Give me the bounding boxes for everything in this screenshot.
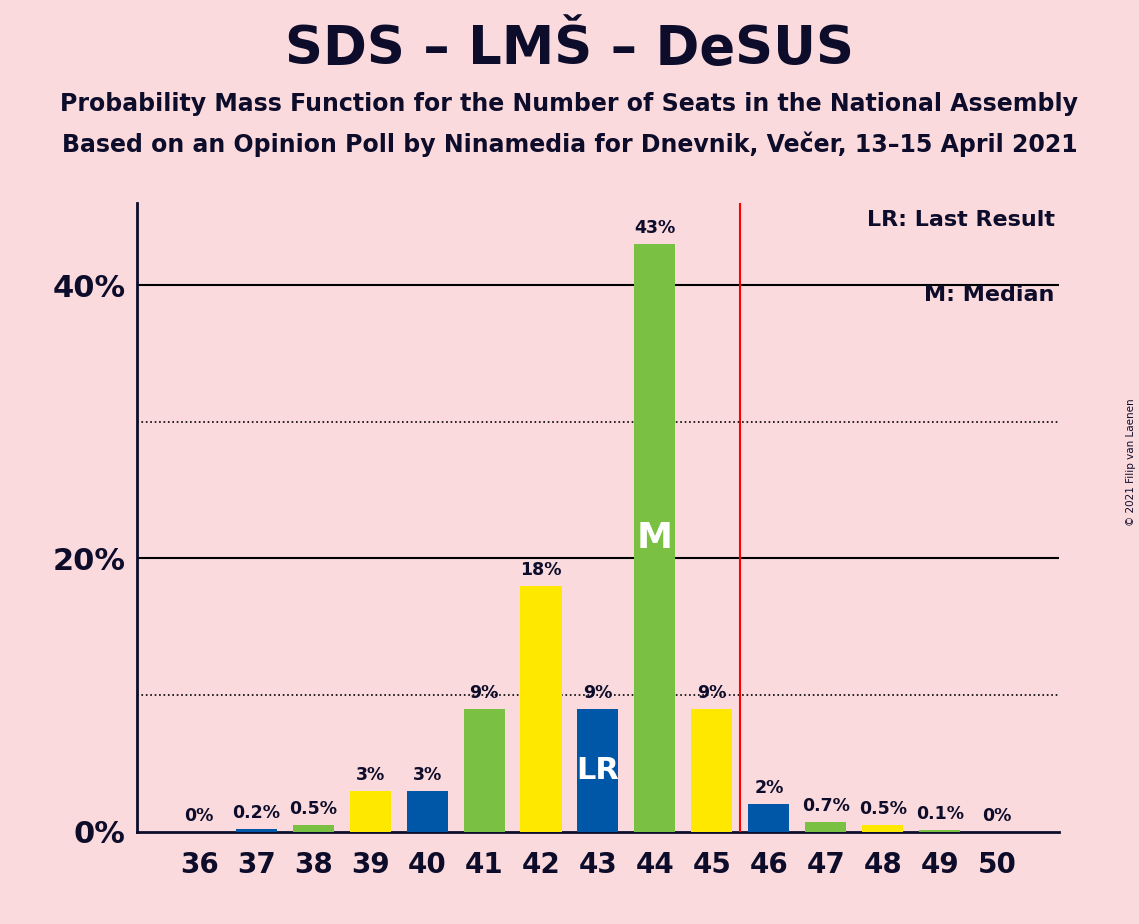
Text: Based on an Opinion Poll by Ninamedia for Dnevnik, Večer, 13–15 April 2021: Based on an Opinion Poll by Ninamedia fo… bbox=[62, 131, 1077, 157]
Text: M: M bbox=[637, 521, 673, 555]
Bar bbox=[236, 829, 277, 832]
Bar bbox=[293, 825, 334, 832]
Text: © 2021 Filip van Laenen: © 2021 Filip van Laenen bbox=[1125, 398, 1136, 526]
Bar bbox=[634, 244, 675, 832]
Text: 9%: 9% bbox=[469, 684, 499, 702]
Text: 3%: 3% bbox=[355, 766, 385, 784]
Text: 43%: 43% bbox=[634, 219, 675, 237]
Bar bbox=[919, 831, 960, 832]
Text: LR: LR bbox=[576, 756, 620, 784]
Bar bbox=[748, 804, 789, 832]
Text: 3%: 3% bbox=[412, 766, 442, 784]
Text: 0.7%: 0.7% bbox=[802, 797, 850, 815]
Text: Probability Mass Function for the Number of Seats in the National Assembly: Probability Mass Function for the Number… bbox=[60, 92, 1079, 116]
Bar bbox=[805, 822, 846, 832]
Text: 0.5%: 0.5% bbox=[289, 800, 337, 818]
Text: 9%: 9% bbox=[697, 684, 727, 702]
Text: 0.5%: 0.5% bbox=[859, 800, 907, 818]
Text: 2%: 2% bbox=[754, 780, 784, 797]
Bar bbox=[350, 791, 391, 832]
Text: M: Median: M: Median bbox=[924, 285, 1055, 305]
Text: LR: Last Result: LR: Last Result bbox=[867, 210, 1055, 229]
Bar bbox=[862, 825, 903, 832]
Bar bbox=[407, 791, 448, 832]
Text: 9%: 9% bbox=[583, 684, 613, 702]
Bar bbox=[464, 709, 505, 832]
Text: 0%: 0% bbox=[185, 807, 214, 825]
Text: 0.2%: 0.2% bbox=[232, 804, 280, 822]
Bar bbox=[691, 709, 732, 832]
Text: SDS – LMŠ – DeSUS: SDS – LMŠ – DeSUS bbox=[285, 23, 854, 75]
Bar bbox=[577, 709, 618, 832]
Bar bbox=[521, 586, 562, 832]
Text: 0.1%: 0.1% bbox=[916, 806, 964, 823]
Text: 0%: 0% bbox=[982, 807, 1011, 825]
Text: 18%: 18% bbox=[521, 561, 562, 579]
